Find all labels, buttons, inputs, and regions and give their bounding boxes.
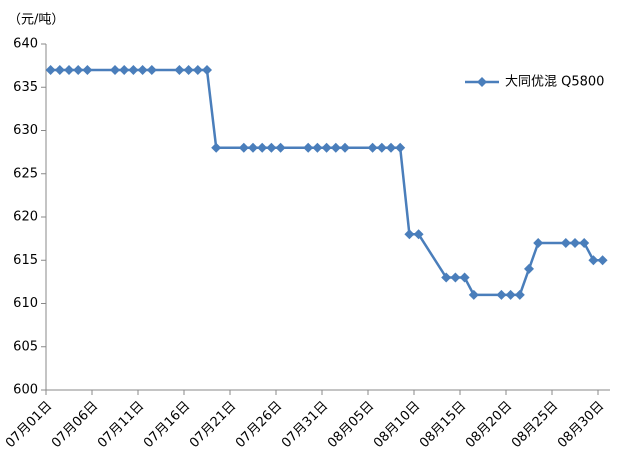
x-tick-label: 07月31日 [279, 399, 331, 451]
x-tick-label: 08月05日 [325, 399, 377, 451]
marker [450, 272, 461, 283]
marker [376, 142, 387, 153]
marker [340, 142, 350, 153]
line [50, 68, 603, 297]
marker [395, 142, 406, 153]
marker [386, 142, 396, 153]
marker [275, 142, 286, 153]
x-tick-label: 07月11日 [95, 399, 147, 451]
marker [330, 142, 341, 153]
marker [579, 237, 590, 248]
marker [54, 64, 65, 75]
marker [303, 142, 314, 153]
marker [404, 229, 415, 240]
y-tick-label: 625 [13, 166, 38, 181]
x-tick-label: 07月26日 [233, 399, 285, 451]
marker [468, 289, 479, 300]
y-tick-label: 615 [13, 253, 38, 268]
marker [560, 237, 571, 248]
marker [192, 64, 203, 75]
marker [137, 64, 148, 75]
marker [82, 64, 93, 75]
y-tick-label: 600 [13, 383, 38, 398]
marker [505, 289, 516, 300]
x-tick-label: 07月21日 [187, 399, 239, 451]
marker [202, 64, 212, 75]
x-tick-label: 08月10日 [371, 399, 423, 451]
marker [533, 237, 544, 248]
marker [459, 272, 470, 283]
marker [110, 64, 120, 75]
x-tick-label: 07月01日 [3, 399, 55, 451]
legend-marker [477, 77, 487, 87]
marker [128, 64, 139, 75]
marker [174, 64, 185, 75]
y-tick-label: 635 [13, 80, 38, 95]
marker [597, 255, 608, 266]
marker [570, 237, 580, 248]
legend-label: 大同优混 Q5800 [505, 75, 604, 90]
marker [441, 272, 452, 283]
x-tick-label: 08月15日 [417, 399, 469, 451]
y-tick-label: 620 [13, 210, 38, 225]
marker [413, 229, 424, 240]
y-tick-label: 610 [13, 296, 38, 311]
marker [238, 142, 249, 153]
marker [211, 142, 222, 153]
marker [146, 64, 157, 75]
x-tick-label: 08月20日 [463, 399, 515, 451]
marker [73, 64, 84, 75]
x-tick-label: 08月30日 [555, 399, 607, 451]
marker [312, 142, 323, 153]
marker [183, 64, 194, 75]
marker [119, 64, 130, 75]
marker [64, 64, 74, 75]
marker [496, 289, 507, 300]
x-tick-label: 07月06日 [49, 399, 101, 451]
marker [367, 142, 378, 153]
marker [524, 263, 534, 274]
marker [514, 289, 525, 300]
marker [45, 64, 56, 75]
y-tick-label: 630 [13, 123, 38, 138]
marker [248, 142, 258, 153]
marker [321, 142, 332, 153]
marker [588, 255, 599, 266]
x-tick-label: 08月25日 [509, 399, 561, 451]
marker [257, 142, 268, 153]
y-tick-label: 605 [13, 339, 38, 354]
y-tick-label: 640 [13, 37, 38, 52]
x-tick-label: 07月16日 [141, 399, 193, 451]
marker [266, 142, 277, 153]
y-axis-label: （元/吨） [8, 13, 64, 28]
